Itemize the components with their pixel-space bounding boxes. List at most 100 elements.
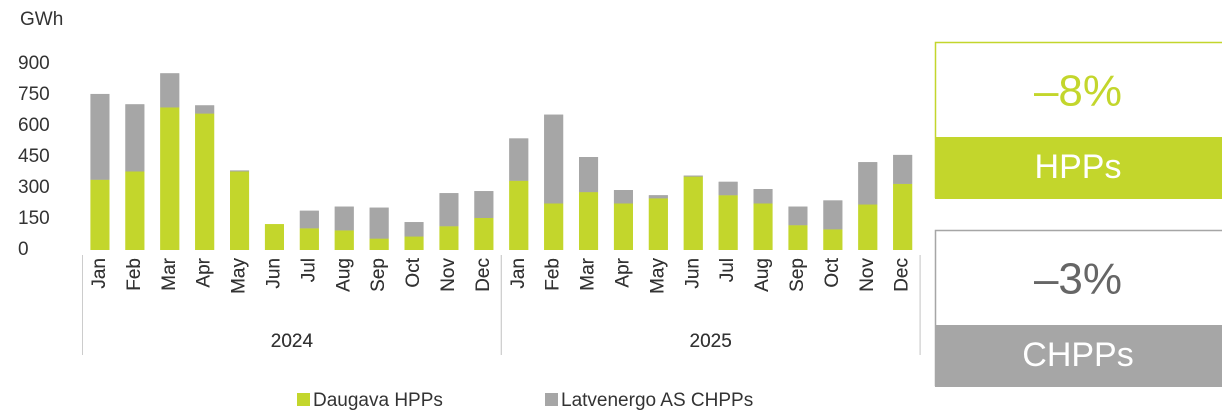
bar-segment [195,113,215,250]
x-tick-label: Mar [159,257,180,290]
bar-segment [439,226,459,250]
bar-segment [788,206,808,226]
bar-segment [718,195,738,250]
bar-segment [125,104,145,172]
panel-band [935,137,1222,199]
x-group-label: 2024 [271,331,314,352]
y-tick-label: 0 [18,239,29,260]
x-tick-label: Mar [159,257,180,290]
x-tick-label: Oct [403,257,424,287]
panel-label: CHPPs [1022,336,1133,374]
bar-segment [544,114,564,204]
x-tick-label: Apr [194,257,215,287]
x-tick-label: Sep [787,258,808,292]
bar-segment [683,175,703,177]
bar-segment [753,203,773,250]
x-tick-label: Oct [822,257,843,287]
panel-value: –3% [1034,255,1122,304]
legend-swatch [545,393,558,406]
legend-swatch [297,393,310,406]
bar-segment [648,195,668,199]
x-group-label: 2025 [690,331,732,352]
bar-segment [823,200,843,230]
bar-segment [439,193,459,227]
bar-segment [823,229,843,250]
x-tick-label: Oct [403,257,424,287]
bar-segment [369,207,389,239]
x-tick-label: Dec [473,258,494,292]
x-tick-label: Mar [578,257,599,290]
x-tick-label: Nov [857,258,878,292]
x-tick-label: Nov [857,258,878,292]
bar-segment [369,238,389,250]
x-tick-label: Aug [752,258,773,292]
bar-segment [544,203,564,250]
x-tick-label: Nov [438,258,459,292]
bar-segment [648,198,668,250]
bar-segment [474,217,494,250]
x-tick-label: May [229,258,250,294]
bar-segment [509,138,529,181]
bar-segment [230,170,250,172]
x-tick-label: Apr [194,257,215,287]
bar-segment [718,181,738,196]
bar-segment [299,228,319,250]
x-tick-label: Jul [298,258,319,282]
x-tick-label: Aug [752,258,773,292]
x-tick-label: Jul [717,258,738,282]
x-group-label: 2024 [271,331,314,352]
y-tick-label: 750 [18,84,50,105]
bar-segment [893,154,913,184]
x-tick-label: Feb [543,258,564,291]
x-tick-label: May [229,258,250,294]
bar-segment [334,206,354,231]
bar-segment [613,203,633,250]
bar-segment [404,236,424,250]
x-tick-label: Jun [682,258,703,289]
bar-segment [125,171,145,250]
x-tick-label: Feb [124,258,145,291]
bar-segment [90,179,110,250]
y-tick-label: 600 [18,115,50,136]
bar-segment [195,105,215,114]
bar-segment [858,204,878,250]
bar-segment [683,176,703,250]
bar-segment [858,162,878,205]
bar-segment [613,190,633,204]
bar-segment [474,191,494,218]
y-tick-label: 450 [18,146,50,167]
bar-segment [579,192,599,250]
x-tick-label: Mar [578,257,599,290]
x-tick-label: Jan [89,258,110,289]
bar-segment [160,73,180,108]
bar-segment [90,93,110,180]
x-tick-label: Sep [368,258,389,292]
bar-segment [893,183,913,250]
x-tick-label: Dec [892,258,913,292]
bar-segment [230,171,250,250]
bar-segment [788,225,808,250]
x-tick-label: Jun [263,258,284,289]
bar-segment [509,180,529,250]
y-axis-label: GWh [20,9,63,30]
x-tick-label: Sep [368,258,389,292]
x-tick-label: Oct [822,257,843,287]
x-tick-label: Dec [892,258,913,292]
x-tick-label: Dec [473,258,494,292]
x-tick-label: Aug [333,258,354,292]
x-tick-label: Nov [438,258,459,292]
x-tick-label: Jun [682,258,703,289]
x-tick-label: Feb [124,258,145,291]
panel-band [935,325,1222,387]
bar-segment [579,157,599,193]
x-tick-label: Jan [508,258,529,289]
x-tick-label: Jun [263,258,284,289]
bar-segment [334,230,354,250]
bar-segment [264,224,284,250]
x-tick-label: Apr [612,257,633,287]
x-tick-label: Jan [508,258,529,289]
x-tick-label: Aug [333,258,354,292]
x-tick-label: Jan [89,258,110,289]
x-tick-label: Jul [298,258,319,282]
